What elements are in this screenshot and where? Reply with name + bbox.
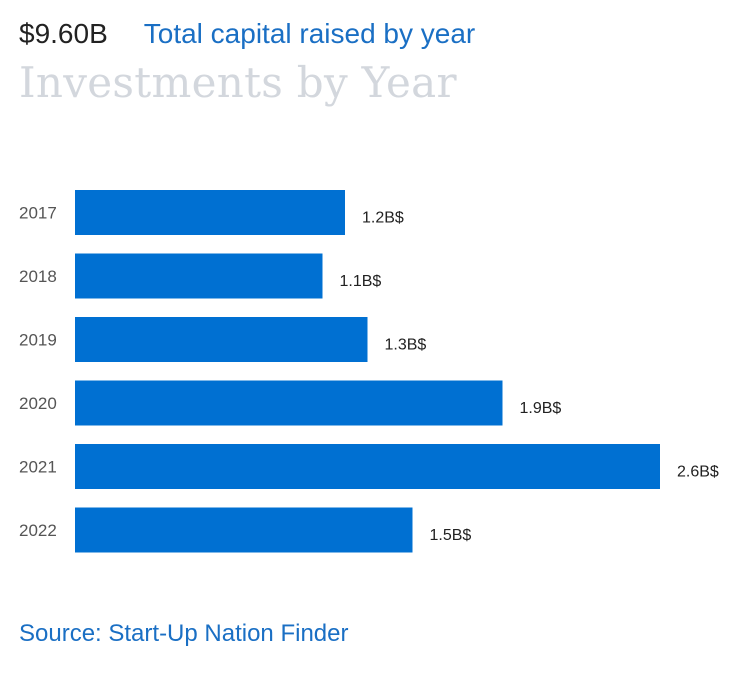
- bar-2022[interactable]: [75, 507, 413, 553]
- bar-chart: 2017 1.2B$ 2018 1.1B$ 2019 1.3B$ 2020 1.9B$ 2021…: [0, 180, 743, 570]
- category-label-2021: 2021: [19, 458, 57, 477]
- bar-2021[interactable]: [75, 444, 660, 489]
- data-label-2022: 1.5B$: [430, 527, 472, 544]
- category-label-2017: 2017: [19, 204, 57, 223]
- chart-subtitle: Total capital raised by year: [143, 18, 476, 49]
- bar-2019[interactable]: [75, 317, 368, 362]
- bar-2020[interactable]: [75, 380, 503, 426]
- source-link[interactable]: Source: Start-Up Nation Finder: [19, 620, 349, 647]
- category-label-2020: 2020: [19, 394, 57, 413]
- category-label-2022: 2022: [19, 521, 57, 540]
- data-label-2018: 1.1B$: [340, 273, 382, 290]
- chart-header: $9.60B Total capital raised by year: [19, 18, 475, 50]
- data-label-2020: 1.9B$: [520, 400, 562, 417]
- data-label-2017: 1.2B$: [362, 210, 404, 227]
- bar-2018[interactable]: [75, 253, 323, 299]
- total-amount: $9.60B: [19, 18, 108, 49]
- category-label-2018: 2018: [19, 267, 57, 286]
- bar-2017[interactable]: [75, 190, 345, 235]
- chart-title: Investments by Year: [19, 58, 457, 107]
- data-label-2019: 1.3B$: [385, 337, 427, 354]
- bar-chart-svg: 2017 1.2B$ 2018 1.1B$ 2019 1.3B$ 2020 1.9B$ 2021…: [19, 190, 719, 553]
- category-label-2019: 2019: [19, 331, 57, 350]
- data-label-2021: 2.6B$: [677, 464, 719, 481]
